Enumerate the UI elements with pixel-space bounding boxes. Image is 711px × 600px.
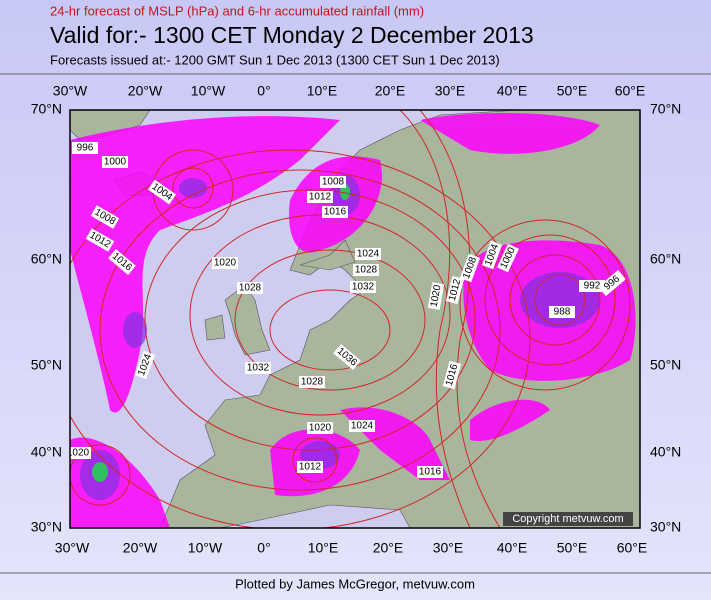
isobar-label-box xyxy=(299,376,325,388)
isobar-label-box xyxy=(353,264,379,276)
right-latitude-label: 30°N xyxy=(650,519,681,535)
bottom-longitude-label: 60°E xyxy=(617,540,648,556)
isobar-label-box xyxy=(427,282,445,310)
isobar-label-box xyxy=(322,206,348,218)
bottom-longitude-label: 40°E xyxy=(497,540,528,556)
graticule-labels: 30°W 30°W 20°W 20°W 10°W 10°W 0° 0° 10°E 10°E 20°E… xyxy=(31,83,682,556)
isobar-label-box xyxy=(85,228,115,252)
isobar-label-box xyxy=(355,248,381,260)
top-longitude-label: 0° xyxy=(257,83,270,99)
isobar-label-box xyxy=(307,191,333,203)
top-longitude-label: 10°W xyxy=(191,83,226,99)
isobar-label-box xyxy=(102,156,128,168)
isobar-label: 1020 xyxy=(67,448,90,459)
bottom-longitude-label: 30°W xyxy=(55,540,90,556)
isobar-label-box xyxy=(70,447,91,459)
isobar-label-box xyxy=(417,466,443,478)
isobar-label-box xyxy=(549,306,575,318)
isobar-label: 988 xyxy=(554,307,571,318)
isobar-label: 1024 xyxy=(357,249,380,260)
isobar-label-box xyxy=(350,281,376,293)
isobars xyxy=(70,110,631,528)
isobar-label-box xyxy=(297,461,323,473)
top-longitude-label: 50°E xyxy=(557,83,588,99)
top-longitude-label: 60°E xyxy=(615,83,646,99)
isobar-label: 1020 xyxy=(429,284,444,308)
isobar-label-box xyxy=(442,360,462,390)
isobar-label: 1016 xyxy=(324,207,347,218)
isobar-label-box xyxy=(579,280,605,292)
top-longitude-label: 20°W xyxy=(128,83,163,99)
credit: Plotted by James McGregor, metvuw.com xyxy=(235,576,475,591)
isobar-label: 1028 xyxy=(239,283,262,294)
isobar-label: 1016 xyxy=(419,467,442,478)
isobar-label-box xyxy=(445,275,465,305)
top-longitude-label: 20°E xyxy=(375,83,406,99)
isobar-label: 1020 xyxy=(309,423,332,434)
isobar-label: 992 xyxy=(584,281,601,292)
top-longitude-label: 10°E xyxy=(307,83,338,99)
isobar-label-box xyxy=(237,282,263,294)
bottom-longitude-label: 30°E xyxy=(433,540,464,556)
copyright: Copyright metvuw.com xyxy=(512,513,623,525)
bottom-longitude-label: 0° xyxy=(257,540,270,556)
isobar-label: 1028 xyxy=(355,265,378,276)
isobar-label-box xyxy=(245,362,271,374)
left-latitude-label: 50°N xyxy=(31,357,62,373)
isobar-label: 1000 xyxy=(104,157,127,168)
isobar-label-box xyxy=(147,179,177,205)
bottom-longitude-label: 20°W xyxy=(123,540,158,556)
subtitle: 24-hr forecast of MSLP (hPa) and 6-hr ac… xyxy=(50,3,424,18)
bottom-longitude-label: 20°E xyxy=(373,540,404,556)
left-latitude-label: 40°N xyxy=(31,444,62,460)
left-latitude-label: 60°N xyxy=(31,251,62,267)
isobar-label-box xyxy=(108,249,136,275)
isobar-label: 1020 xyxy=(214,258,237,269)
bottom-longitude-label: 10°E xyxy=(308,540,339,556)
issued: Forecasts issued at:- 1200 GMT Sun 1 Dec… xyxy=(50,52,500,67)
top-longitude-label: 30°W xyxy=(53,83,88,99)
isobar-label-box xyxy=(307,422,333,434)
top-longitude-label: 30°E xyxy=(435,83,466,99)
isobar-label: 1028 xyxy=(301,377,324,388)
isobar-label-box xyxy=(497,243,519,273)
left-latitude-label: 70°N xyxy=(31,101,62,117)
isobar-label: 1032 xyxy=(247,363,270,374)
top-longitude-label: 40°E xyxy=(497,83,528,99)
isobar-label-box xyxy=(212,257,238,269)
isobar-label-box xyxy=(320,176,346,188)
isobar-label-box xyxy=(72,142,98,154)
right-latitude-label: 50°N xyxy=(650,357,681,373)
isobar-label-box xyxy=(349,420,375,432)
right-latitude-label: 40°N xyxy=(650,444,681,460)
isobar-label: 1012 xyxy=(299,462,322,473)
isobar-label: 1012 xyxy=(309,192,332,203)
isobar-label: 1032 xyxy=(352,282,375,293)
isobar-label: 1024 xyxy=(351,421,374,432)
bottom-longitude-label: 50°E xyxy=(557,540,588,556)
isobar-label: 1008 xyxy=(322,177,345,188)
isobar-label: 996 xyxy=(77,143,94,154)
isobar-label-box xyxy=(134,350,156,380)
isobar-label-box xyxy=(481,240,503,270)
isobar-label-box xyxy=(459,253,481,283)
isobar-label-box xyxy=(90,205,120,229)
isobar-label-box xyxy=(598,270,626,296)
right-latitude-label: 70°N xyxy=(650,101,681,117)
copyright-box xyxy=(503,512,633,526)
isobar-label-box xyxy=(333,344,361,370)
map-frame xyxy=(69,109,641,529)
left-latitude-label: 30°N xyxy=(31,519,62,535)
bottom-longitude-label: 10°W xyxy=(188,540,223,556)
title: Valid for:- 1300 CET Monday 2 December 2… xyxy=(50,22,534,48)
right-latitude-label: 60°N xyxy=(650,251,681,267)
